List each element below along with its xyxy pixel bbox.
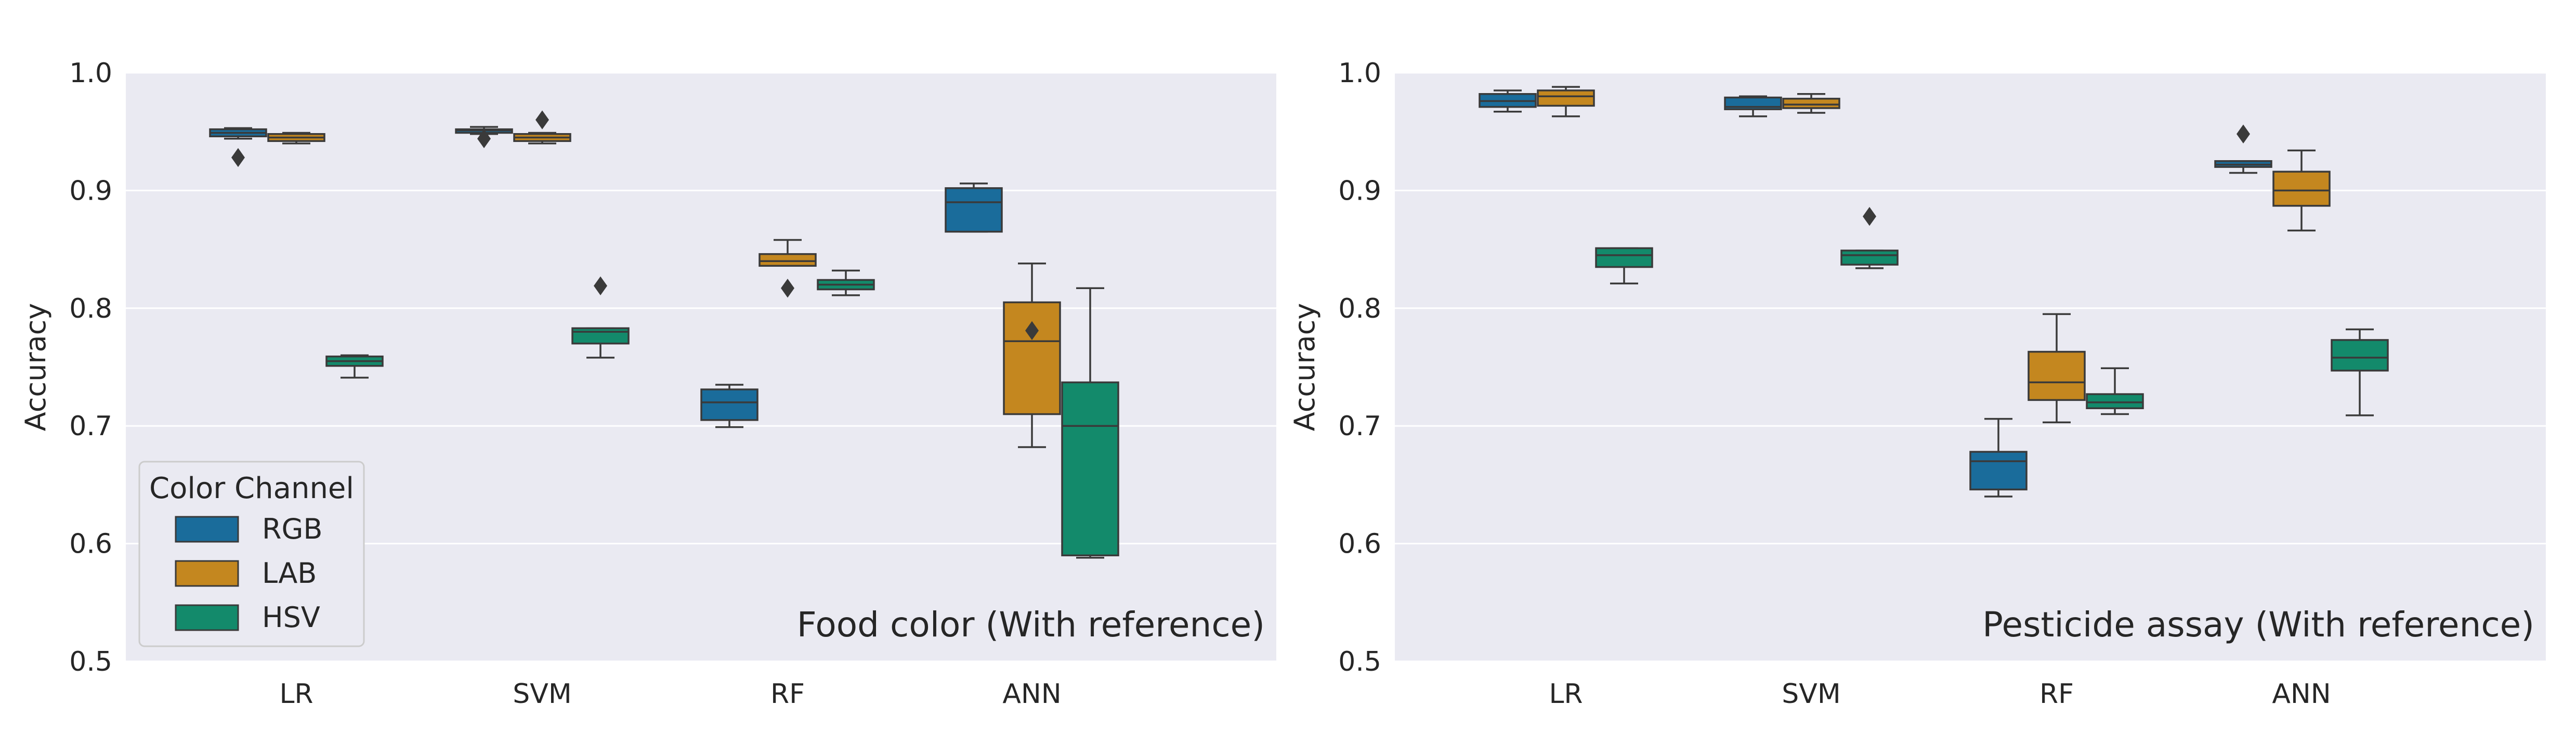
box-body xyxy=(2086,393,2144,409)
box-hsv-svm xyxy=(571,276,630,359)
box-rgb-lr xyxy=(209,127,267,167)
box-lab-ann xyxy=(2272,149,2331,232)
y-tick-label: 0.8 xyxy=(1338,293,1381,324)
box-lab-svm xyxy=(513,110,571,145)
box-hsv-lr xyxy=(325,354,384,379)
y-tick-label: 0.9 xyxy=(69,175,112,206)
y-axis-label: Accuracy xyxy=(1288,303,1321,432)
y-tick-label: 1.0 xyxy=(1338,58,1381,89)
legend-entry-hsv: HSV xyxy=(262,601,320,634)
box-rgb-ann xyxy=(2214,124,2272,174)
y-tick-label: 0.9 xyxy=(1338,175,1381,206)
x-tick-label: LR xyxy=(1549,678,1583,710)
box-rgb-svm xyxy=(455,126,513,148)
box-body xyxy=(1537,89,1595,107)
flier-point xyxy=(477,129,491,148)
box-rgb-rf xyxy=(1969,417,2028,498)
x-tick-label: SVM xyxy=(513,678,571,710)
y-tick-label: 0.5 xyxy=(1338,646,1381,677)
flier-point xyxy=(231,148,245,167)
box-hsv-ann xyxy=(2331,328,2389,416)
y-tick-label: 0.7 xyxy=(69,411,112,442)
x-tick-label: ANN xyxy=(2272,678,2331,710)
legend-swatch-lab xyxy=(175,560,239,587)
box-body xyxy=(759,253,817,267)
legend-title: Color Channel xyxy=(149,472,354,505)
flier-point xyxy=(781,279,794,298)
flier-point xyxy=(2237,124,2250,143)
legend-entry-lab: LAB xyxy=(262,557,317,590)
x-tick-label: RF xyxy=(2039,678,2074,710)
box-lab-rf xyxy=(2028,313,2086,424)
box-body xyxy=(1595,247,1653,268)
y-tick-label: 0.8 xyxy=(69,293,112,324)
legend-box xyxy=(138,461,365,647)
box-hsv-rf xyxy=(817,269,875,296)
y-tick-label: 0.6 xyxy=(69,529,112,560)
x-tick-label: RF xyxy=(770,678,805,710)
legend-swatch-hsv xyxy=(175,604,239,631)
x-tick-label: LR xyxy=(279,678,313,710)
box-hsv-rf xyxy=(2086,367,2144,415)
box-hsv-svm xyxy=(1840,207,1899,269)
legend-entry-rgb: RGB xyxy=(262,513,322,545)
y-tick-label: 1.0 xyxy=(69,58,112,89)
flier-point xyxy=(1863,207,1876,226)
box-hsv-ann xyxy=(1061,287,1119,559)
box-body xyxy=(2331,339,2389,372)
box-lab-rf xyxy=(759,239,817,298)
box-lab-svm xyxy=(1782,93,1840,114)
panel-2: 0.5 0.6 0.7 0.8 0.9 1.0 LR SVM RF ANN Accuracy Pest… xyxy=(1288,58,2546,710)
box-body xyxy=(2028,350,2086,401)
box-lab-lr xyxy=(267,132,325,145)
panel-annotation: Food color (With reference) xyxy=(797,605,1265,645)
flier-point xyxy=(594,276,607,295)
x-tick-label: ANN xyxy=(1002,678,1061,710)
box-body xyxy=(945,187,1003,233)
box-rgb-lr xyxy=(1479,89,1537,113)
panel-annotation: Pesticide assay (With reference) xyxy=(1982,605,2534,645)
legend: Color Channel RGB LAB HSV xyxy=(138,461,365,647)
box-lab-lr xyxy=(1537,86,1595,118)
box-body xyxy=(700,388,759,421)
box-body xyxy=(1840,250,1899,266)
box-body xyxy=(1782,98,1840,109)
y-tick-label: 0.6 xyxy=(1338,529,1381,560)
box-rgb-ann xyxy=(945,182,1003,233)
box-rgb-rf xyxy=(700,384,759,428)
flier-point xyxy=(1025,321,1039,341)
y-tick-label: 0.7 xyxy=(1338,411,1381,442)
box-hsv-lr xyxy=(1595,247,1653,285)
box-lab-ann xyxy=(1003,263,1061,448)
box-body xyxy=(571,327,630,345)
box-body xyxy=(1061,381,1119,556)
y-axis-label: Accuracy xyxy=(19,303,52,432)
box-body xyxy=(1003,301,1061,415)
box-body xyxy=(2272,171,2331,207)
legend-swatch-rgb xyxy=(175,516,239,543)
box-rgb-svm xyxy=(1724,95,1782,118)
y-tick-label: 0.5 xyxy=(69,646,112,677)
box-body xyxy=(1969,451,2028,491)
x-tick-label: SVM xyxy=(1782,678,1840,710)
flier-point xyxy=(535,110,549,129)
